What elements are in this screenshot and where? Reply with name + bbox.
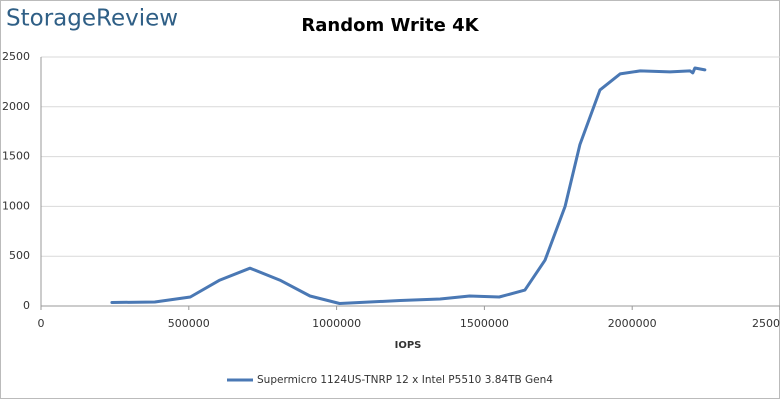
chart-title: Random Write 4K (301, 15, 479, 36)
legend-label: Supermicro 1124US-TNRP 12 x Intel P5510 … (257, 374, 553, 386)
y-tick-label: 0 (23, 299, 30, 312)
x-tick-label: 1500000 (460, 317, 509, 330)
y-tick-label: 2000 (2, 100, 30, 113)
y-tick-label: 2500 (2, 50, 30, 63)
y-tick-label: 1500 (2, 150, 30, 163)
x-tick-label: 2000000 (608, 317, 657, 330)
x-tick-label: 0 (38, 317, 45, 330)
x-axis-title: IOPS (395, 340, 422, 351)
x-tick-label: 1000000 (312, 317, 361, 330)
x-tick-label: 500000 (168, 317, 210, 330)
y-tick-label: 500 (9, 249, 30, 262)
y-tick-label: 1000 (2, 199, 30, 212)
brand-logo: StorageReview (6, 6, 178, 32)
data-line (110, 66, 707, 305)
